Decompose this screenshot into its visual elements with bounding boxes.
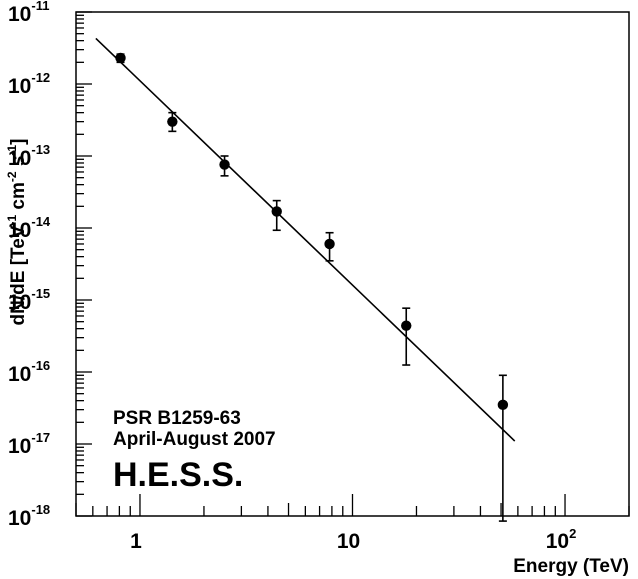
data-marks — [95, 37, 516, 522]
data-point — [219, 159, 230, 170]
y-tick-label: 10-12 — [8, 70, 50, 98]
y-tick-label: 10-17 — [8, 430, 50, 458]
y-label-base: dN/dE [TeV — [8, 225, 29, 325]
data-point — [167, 116, 178, 127]
y-label-sup2: -2 — [5, 171, 19, 182]
y-tick-label: 10-16 — [8, 358, 50, 386]
data-point — [271, 206, 282, 217]
y-tick-label: 10-18 — [8, 502, 50, 530]
data-point — [324, 238, 335, 250]
y-label-mid: cm — [8, 182, 29, 215]
y-axis-label: dN/dE [TeV-1 cm-2 s-1] — [5, 139, 29, 326]
x-tick-label: 102 — [546, 526, 577, 553]
annotation-instrument: H.E.S.S. — [113, 456, 243, 494]
y-label-sup3: -1 — [5, 145, 19, 156]
annotation-period: April-August 2007 — [113, 429, 276, 450]
data-point — [497, 399, 509, 411]
power-law-fit-line — [95, 37, 516, 442]
data-point — [115, 52, 126, 64]
y-tick-label: 10-15 — [8, 286, 50, 314]
y-tick-label: 10-11 — [8, 0, 49, 26]
x-tick-label: 10 — [337, 530, 360, 553]
y-label-mid2: s — [8, 156, 29, 172]
y-tick-label: 10-14 — [8, 214, 51, 242]
y-label-sup1: -1 — [5, 215, 19, 226]
data-point — [401, 320, 412, 331]
annotation-source: PSR B1259-63 — [113, 408, 241, 429]
x-axis-label: Energy (TeV) — [513, 556, 629, 577]
axes: 1 10 102 10-18 10-17 10-16 10-15 10-14 10-13 10-1… — [8, 0, 630, 553]
y-label-end: ] — [8, 139, 29, 145]
y-tick-label: 10-13 — [8, 142, 50, 170]
x-tick-label: 1 — [130, 530, 142, 553]
